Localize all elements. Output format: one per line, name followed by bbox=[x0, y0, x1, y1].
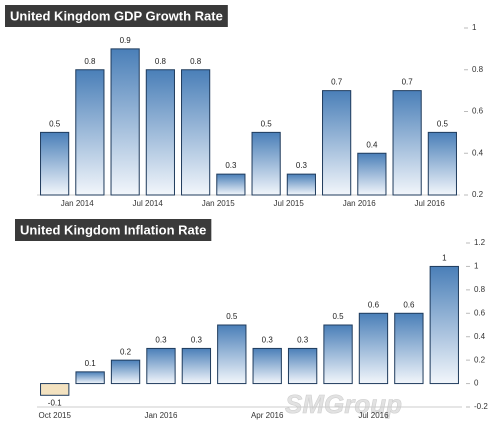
value-label: 0.8 bbox=[190, 57, 202, 66]
value-label: 0.5 bbox=[49, 119, 61, 128]
x-tick-label: Jul 2016 bbox=[415, 199, 446, 208]
value-label: 0.6 bbox=[403, 300, 415, 309]
bar bbox=[358, 312, 389, 385]
bar bbox=[322, 90, 352, 196]
y-tick-label: 0.2 bbox=[472, 190, 484, 199]
x-tick-label: Oct 2015 bbox=[38, 411, 71, 420]
y-tick-label: 0.8 bbox=[474, 285, 486, 294]
y-tick-label: -0.2 bbox=[474, 402, 488, 411]
title-box bbox=[15, 219, 212, 241]
bar bbox=[252, 347, 282, 385]
x-tick-label: Jan 2014 bbox=[61, 199, 94, 208]
y-tick-label: 1 bbox=[474, 262, 479, 271]
x-tick-label: Jan 2016 bbox=[144, 411, 177, 420]
value-label: 0.3 bbox=[296, 161, 308, 170]
x-tick-label: Jan 2016 bbox=[343, 199, 376, 208]
bar bbox=[394, 312, 424, 385]
bar bbox=[181, 347, 212, 385]
bar bbox=[429, 265, 459, 385]
value-label: 0.2 bbox=[120, 347, 132, 356]
bar bbox=[75, 69, 105, 196]
bar bbox=[392, 90, 422, 196]
value-label: 0.3 bbox=[191, 336, 203, 345]
bar bbox=[40, 383, 70, 396]
y-tick-label: 0.4 bbox=[474, 332, 486, 341]
y-tick-label: 0.6 bbox=[474, 308, 486, 317]
watermark: SMGroup bbox=[285, 389, 402, 419]
value-label: -0.1 bbox=[48, 398, 62, 407]
bar bbox=[357, 152, 387, 196]
value-label: 0.7 bbox=[402, 78, 414, 87]
y-tick-label: 0.6 bbox=[472, 107, 484, 116]
y-tick-label: 0.8 bbox=[472, 65, 484, 74]
y-tick-label: 1 bbox=[472, 23, 477, 32]
value-label: 0.3 bbox=[262, 336, 274, 345]
bar bbox=[110, 48, 140, 196]
bar bbox=[251, 131, 281, 196]
bar bbox=[146, 347, 176, 385]
value-label: 0.1 bbox=[85, 359, 97, 368]
bar bbox=[323, 324, 353, 385]
value-label: 0.5 bbox=[437, 119, 449, 128]
value-label: 0.5 bbox=[332, 312, 344, 321]
x-tick-label: Jul 2015 bbox=[274, 199, 305, 208]
bar bbox=[216, 173, 246, 196]
bar bbox=[75, 371, 105, 385]
x-tick-label: Jan 2015 bbox=[202, 199, 235, 208]
bar bbox=[181, 69, 211, 196]
chart-title: United Kingdom GDP Growth Rate bbox=[10, 8, 223, 23]
x-tick-label: Jul 2016 bbox=[358, 411, 389, 420]
bar bbox=[287, 347, 318, 385]
value-label: 0.3 bbox=[155, 336, 167, 345]
value-label: 0.5 bbox=[226, 312, 238, 321]
bar bbox=[145, 69, 175, 196]
bar bbox=[40, 131, 70, 196]
y-tick-label: 1.2 bbox=[474, 238, 486, 247]
title-box bbox=[5, 5, 228, 27]
value-label: 1 bbox=[442, 254, 447, 263]
y-tick-label: 0 bbox=[474, 379, 479, 388]
value-label: 0.4 bbox=[366, 140, 378, 149]
value-label: 0.9 bbox=[120, 36, 132, 45]
value-label: 0.3 bbox=[225, 161, 237, 170]
value-label: 0.8 bbox=[84, 57, 96, 66]
value-label: 0.7 bbox=[331, 78, 343, 87]
chart-title: United Kingdom Inflation Rate bbox=[20, 222, 206, 237]
value-label: 0.8 bbox=[155, 57, 167, 66]
bar bbox=[217, 324, 247, 385]
x-tick-label: Apr 2016 bbox=[251, 411, 284, 420]
value-label: 0.6 bbox=[368, 300, 380, 309]
bar bbox=[427, 131, 457, 196]
y-tick-label: 0.4 bbox=[472, 148, 484, 157]
x-tick-label: Jul 2014 bbox=[133, 199, 164, 208]
value-label: 0.5 bbox=[261, 119, 273, 128]
bar bbox=[286, 173, 316, 196]
value-label: 0.3 bbox=[297, 336, 309, 345]
bar bbox=[110, 359, 141, 385]
y-tick-label: 0.2 bbox=[474, 355, 486, 364]
